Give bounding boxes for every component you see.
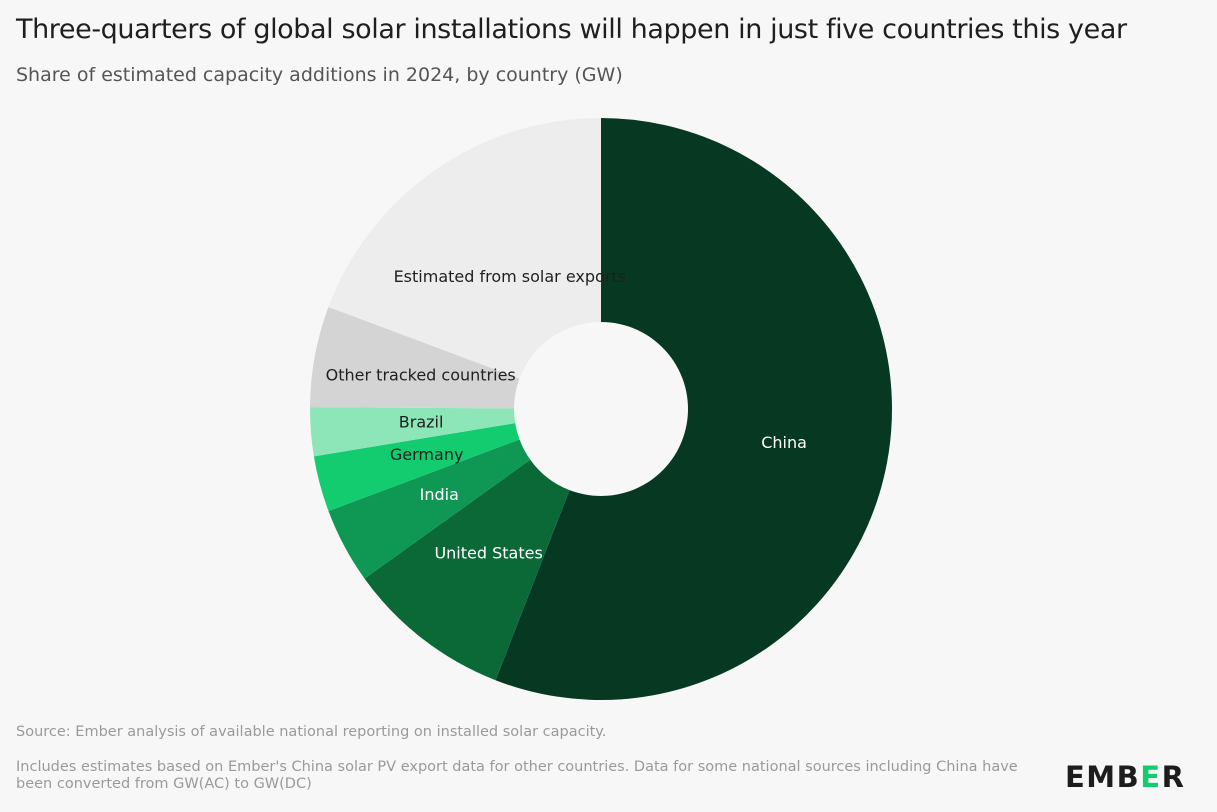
logo-text-end: R <box>1161 760 1186 794</box>
slice-india[interactable] <box>328 439 531 579</box>
slice-estimated-from-solar-exports[interactable] <box>328 118 601 379</box>
slice-other-tracked-countries[interactable] <box>310 306 520 409</box>
label-other-tracked-countries: Other tracked countries <box>326 365 516 384</box>
labels-layer: China United States India Germany Brazil Othe… <box>326 267 807 562</box>
label-united-states: United States <box>434 543 542 562</box>
label-brazil: Brazil <box>399 413 444 432</box>
chart-subtitle: Share of estimated capacity additions in… <box>16 64 623 86</box>
source-note: Source: Ember analysis of available nati… <box>16 724 607 740</box>
slices-layer <box>310 118 893 701</box>
label-india: India <box>420 485 459 504</box>
slice-china[interactable] <box>495 118 893 701</box>
logo-accent-letter: E <box>1140 760 1162 794</box>
label-germany: Germany <box>390 445 464 464</box>
slice-united-states[interactable] <box>364 459 570 681</box>
ember-logo: EMBER <box>1065 760 1185 794</box>
slice-germany[interactable] <box>313 423 520 512</box>
label-estimated-from-solar-exports: Estimated from solar exports <box>394 267 626 286</box>
chart-title: Three-quarters of global solar installat… <box>16 14 1127 45</box>
slice-brazil[interactable] <box>310 407 516 457</box>
logo-text-start: EMB <box>1065 760 1141 794</box>
methodology-note: Includes estimates based on Ember's Chin… <box>16 759 1018 792</box>
label-china: China <box>761 433 807 452</box>
